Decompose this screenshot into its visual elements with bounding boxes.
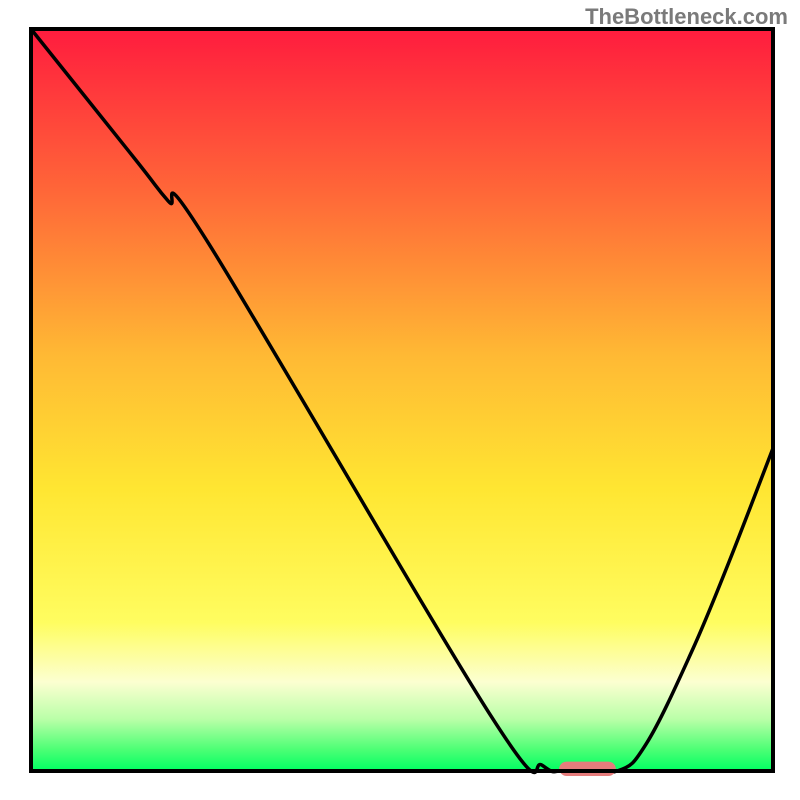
watermark-text: TheBottleneck.com	[585, 4, 788, 30]
bottleneck-chart	[0, 0, 800, 800]
optimal-marker	[560, 762, 616, 775]
plot-background	[31, 29, 773, 771]
chart-container: { "watermark": "TheBottleneck.com", "cha…	[0, 0, 800, 800]
